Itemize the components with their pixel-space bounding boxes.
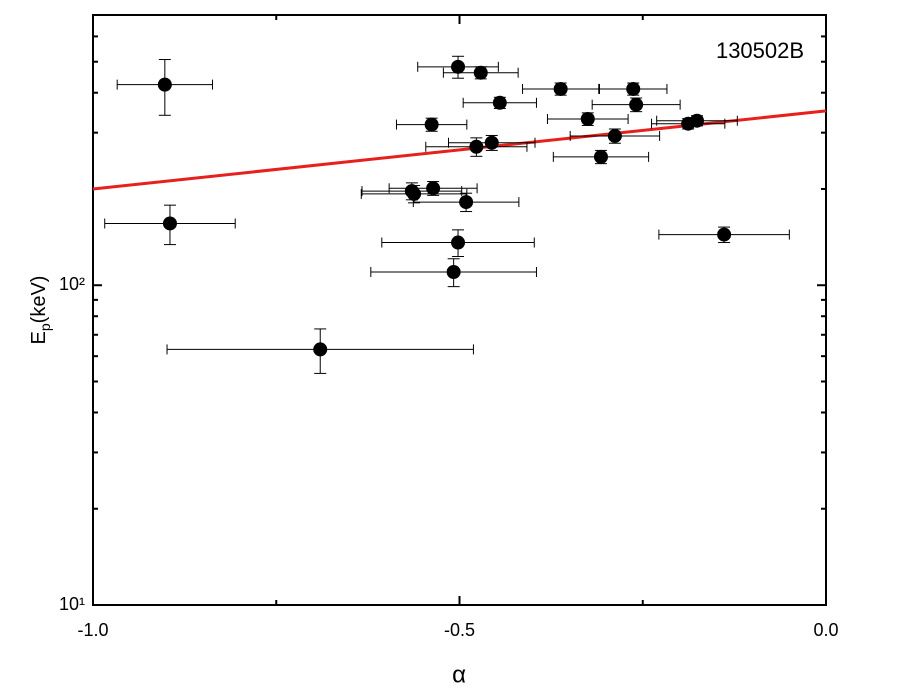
- point: [593, 149, 608, 164]
- point: [459, 195, 474, 210]
- y-tick-label: 10²: [59, 274, 85, 294]
- point: [446, 264, 461, 279]
- point: [469, 139, 484, 154]
- point: [607, 128, 622, 143]
- point: [629, 97, 644, 112]
- y-label-main: E: [28, 331, 50, 344]
- point: [717, 227, 732, 242]
- point: [492, 95, 507, 110]
- point: [426, 181, 441, 196]
- point: [451, 59, 466, 74]
- point: [162, 216, 177, 231]
- point: [451, 235, 466, 250]
- annotation: 130502B: [716, 38, 804, 63]
- x-tick-label: -1.0: [77, 620, 108, 640]
- y-tick-label: 10¹: [59, 594, 85, 614]
- point: [157, 77, 172, 92]
- point: [473, 65, 488, 80]
- point: [407, 186, 422, 201]
- point: [484, 135, 499, 150]
- x-tick-label: -0.5: [444, 620, 475, 640]
- point: [424, 117, 439, 132]
- x-tick-label: 0.0: [813, 620, 838, 640]
- plot-frame: [92, 14, 827, 606]
- y-axis-label: Ep(keV): [28, 276, 52, 345]
- point: [626, 81, 641, 96]
- y-label-sub: p: [37, 323, 53, 331]
- fit-line: [92, 109, 827, 191]
- point: [689, 113, 704, 128]
- point: [313, 342, 328, 357]
- point: [580, 112, 595, 127]
- y-label-unit: (keV): [28, 276, 50, 324]
- point: [553, 81, 568, 96]
- x-axis-label: α: [452, 661, 466, 688]
